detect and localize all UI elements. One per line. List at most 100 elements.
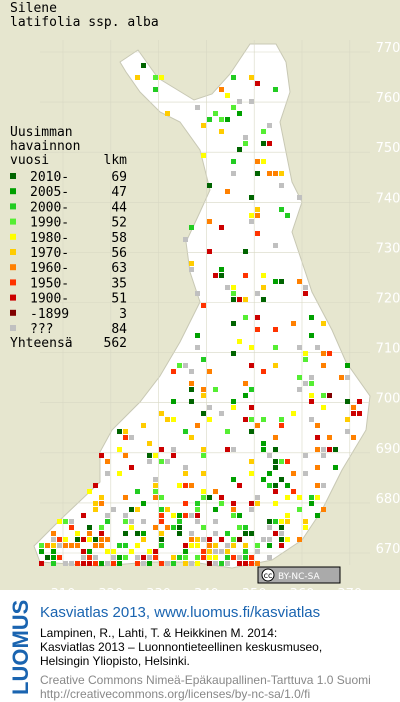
observation-square — [123, 435, 128, 440]
observation-square — [177, 483, 182, 488]
observation-square — [279, 207, 284, 212]
observation-square — [87, 561, 92, 566]
observation-square — [141, 531, 146, 536]
observation-square — [249, 213, 254, 218]
y-tick-label: 680 — [376, 492, 400, 507]
observation-square — [105, 561, 110, 566]
observation-square — [309, 375, 314, 380]
observation-square — [117, 561, 122, 566]
y-tick-label: 720 — [376, 292, 400, 307]
observation-square — [69, 543, 74, 548]
observation-square — [345, 417, 350, 422]
observation-square — [165, 507, 170, 512]
observation-square — [123, 429, 128, 434]
observation-square — [213, 555, 218, 560]
observation-square — [189, 399, 194, 404]
observation-square — [171, 555, 176, 560]
observation-square — [117, 429, 122, 434]
observation-square — [219, 561, 224, 566]
observation-square — [321, 507, 326, 512]
observation-square — [213, 531, 218, 536]
legend-swatch — [10, 279, 16, 286]
observation-square — [291, 411, 296, 416]
legend-swatch — [10, 188, 16, 195]
observation-square — [303, 471, 308, 476]
observation-square — [267, 537, 272, 542]
observation-square — [177, 555, 182, 560]
observation-square — [87, 555, 92, 560]
observation-square — [231, 321, 236, 326]
y-tick-label: 710 — [376, 342, 400, 357]
observation-square — [189, 537, 194, 542]
observation-square — [243, 297, 248, 302]
observation-square — [207, 417, 212, 422]
legend-swatch — [10, 218, 16, 225]
citation-line: Lampinen, R., Lahti, T. & Heikkinen M. 2… — [40, 626, 277, 640]
observation-square — [159, 519, 164, 524]
observation-square — [237, 147, 242, 152]
observation-square — [315, 465, 320, 470]
observation-square — [267, 483, 272, 488]
observation-square — [267, 543, 272, 548]
observation-square — [231, 105, 236, 110]
observation-square — [225, 93, 230, 98]
observation-square — [165, 111, 170, 116]
observation-square — [219, 411, 224, 416]
observation-square — [135, 555, 140, 560]
observation-square — [303, 291, 308, 296]
observation-square — [255, 423, 260, 428]
observation-square — [129, 465, 134, 470]
observation-square — [285, 483, 290, 488]
observation-square — [321, 363, 326, 368]
legend-label: 2005- — [30, 185, 69, 200]
observation-square — [207, 183, 212, 188]
observation-square — [279, 537, 284, 542]
observation-square — [219, 501, 224, 506]
legend-label: 2000- — [30, 200, 69, 215]
legend-label: ??? — [30, 322, 53, 337]
observation-square — [195, 555, 200, 560]
observation-square — [225, 447, 230, 452]
observation-square — [201, 303, 206, 308]
observation-square — [243, 531, 248, 536]
observation-square — [279, 543, 284, 548]
observation-square — [243, 555, 248, 560]
observation-square — [255, 231, 260, 236]
observation-square — [243, 393, 248, 398]
observation-square — [159, 561, 164, 566]
legend-label: 1970- — [30, 246, 69, 261]
observation-square — [273, 489, 278, 494]
legend-label: 1980- — [30, 231, 69, 246]
observation-square — [159, 507, 164, 512]
observation-square — [309, 381, 314, 386]
observation-square — [225, 531, 230, 536]
observation-square — [225, 117, 230, 122]
observation-square — [237, 99, 242, 104]
observation-square — [213, 273, 218, 278]
observation-square — [123, 555, 128, 560]
observation-square — [201, 495, 206, 500]
observation-square — [183, 555, 188, 560]
observation-square — [147, 453, 152, 458]
observation-square — [201, 357, 206, 362]
legend-count: 63 — [111, 261, 127, 276]
x-tick-label: 360 — [290, 587, 315, 602]
observation-square — [75, 561, 80, 566]
observation-square — [123, 513, 128, 518]
observation-square — [51, 555, 56, 560]
observation-square — [237, 561, 242, 566]
observation-square — [279, 459, 284, 464]
observation-square — [195, 291, 200, 296]
observation-square — [51, 537, 56, 542]
observation-square — [207, 405, 212, 410]
observation-square — [201, 471, 206, 476]
observation-square — [39, 549, 44, 554]
observation-square — [81, 537, 86, 542]
observation-square — [81, 549, 86, 554]
observation-square — [117, 543, 122, 548]
observation-square — [261, 285, 266, 290]
observation-square — [81, 561, 86, 566]
observation-square — [297, 495, 302, 500]
observation-square — [153, 453, 158, 458]
